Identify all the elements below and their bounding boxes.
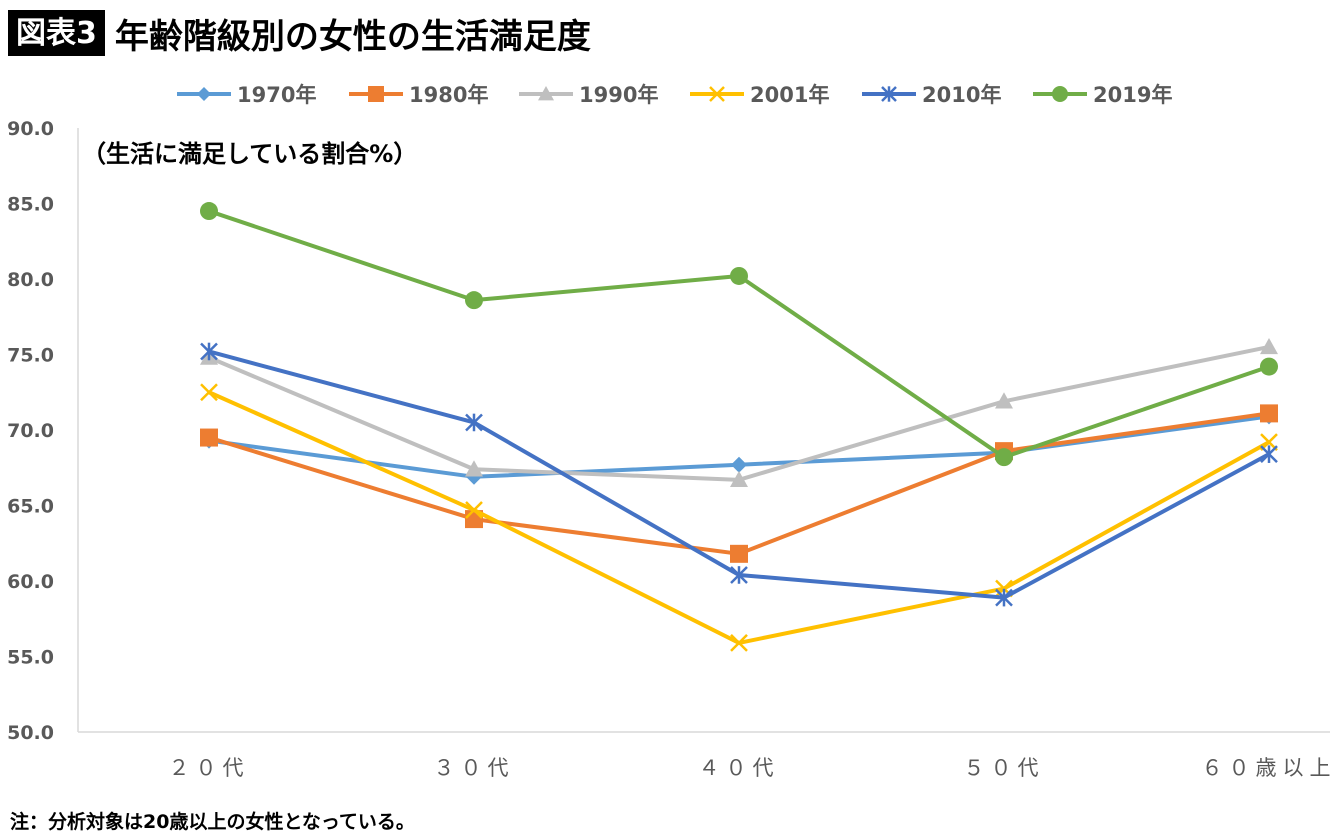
legend-label: 2001年 — [750, 83, 829, 107]
legend-item: 2010年 — [862, 83, 1001, 107]
legend-label: 1990年 — [579, 83, 658, 107]
legend-label: 1980年 — [409, 83, 488, 107]
data-point — [995, 392, 1013, 409]
data-point — [1260, 445, 1278, 464]
x-tick-label: ３０代 — [434, 756, 515, 780]
legend-item: 1990年 — [519, 83, 658, 107]
data-point — [200, 428, 218, 447]
x-tick-label: ２０代 — [169, 756, 250, 780]
data-point — [709, 86, 725, 102]
data-point — [200, 202, 218, 221]
figure-badge: 図表3 — [8, 10, 105, 56]
data-point — [465, 460, 483, 477]
y-tick-label: 70.0 — [7, 420, 54, 442]
data-point — [465, 413, 483, 432]
data-point — [1260, 337, 1278, 355]
data-point — [730, 470, 748, 488]
data-point — [368, 86, 384, 102]
y-tick-label: 55.0 — [7, 647, 54, 669]
data-point — [1260, 357, 1278, 376]
data-point — [995, 588, 1013, 607]
data-point — [1260, 404, 1278, 423]
x-tick-label: ４０代 — [699, 756, 780, 780]
y-tick-label: 75.0 — [7, 345, 54, 367]
data-point — [200, 383, 218, 402]
footnote: 注：分析対象は20歳以上の女性となっている。 — [10, 811, 415, 833]
y-tick-label: 85.0 — [7, 194, 54, 216]
data-point — [197, 87, 211, 101]
y-unit-label: （生活に満足している割合%） — [82, 140, 417, 168]
data-point — [730, 634, 748, 652]
data-point — [730, 544, 748, 563]
y-tick-label: 65.0 — [7, 496, 54, 518]
y-tick-label: 50.0 — [7, 722, 54, 744]
legend-item: 1970年 — [177, 83, 316, 107]
x-tick-label: ６０歳以上 — [1202, 756, 1337, 780]
legend-item: 2001年 — [690, 83, 829, 107]
title-row: 図表3 年齢階級別の女性の生活満足度 — [8, 6, 591, 60]
legend-label: 2019年 — [1093, 83, 1172, 107]
series-line-2001年 — [208, 390, 1270, 645]
data-point — [995, 448, 1013, 467]
chart-title: 年齢階級別の女性の生活満足度 — [114, 16, 591, 57]
series-line-2019年 — [208, 209, 1270, 460]
data-point — [1052, 86, 1068, 102]
legend-item: 1980年 — [349, 83, 488, 107]
data-point — [731, 456, 747, 473]
data-point — [200, 342, 218, 361]
data-point — [465, 501, 483, 519]
y-tick-label: 90.0 — [7, 118, 54, 140]
legend-label: 1970年 — [237, 83, 316, 107]
data-point — [881, 86, 897, 102]
data-point — [465, 291, 483, 310]
data-point — [730, 266, 748, 285]
line-chart: 50.0 55.0 60.0 65.0 70.0 75.0 80.0 85.0 90.0 ２０代 ３… — [7, 83, 1337, 780]
y-tick-label: 60.0 — [7, 571, 54, 593]
x-tick-label: ５０代 — [964, 756, 1045, 780]
y-tick-label: 80.0 — [7, 269, 54, 291]
legend-item: 2019年 — [1033, 83, 1172, 107]
data-point — [730, 566, 748, 584]
legend-label: 2010年 — [922, 83, 1001, 107]
data-point — [538, 86, 554, 101]
